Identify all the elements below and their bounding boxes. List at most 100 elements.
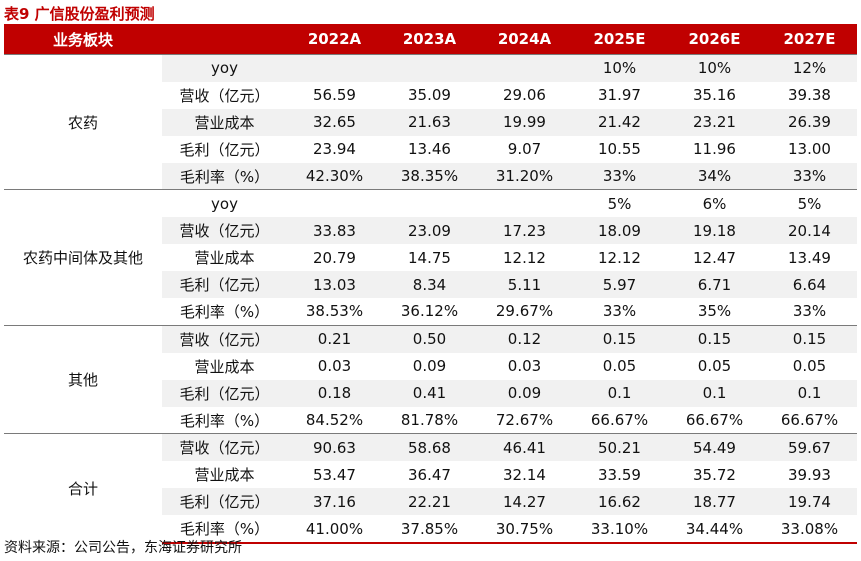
table-row: 营业成本 20.79 14.75 12.12 12.12 12.47 13.49 (4, 244, 857, 271)
table-row: 营收（亿元） 56.59 35.09 29.06 31.97 35.16 39.38 (4, 82, 857, 109)
value-cell: 33.59 (598, 465, 641, 484)
value-cell: 19.18 (667, 217, 762, 245)
value-cell: 0.18 (287, 379, 382, 407)
row-item-label: 营收（亿元） (179, 86, 270, 105)
table-row: 农药中间体及其他 yoy 5% 6% 5% (4, 189, 857, 326)
value-cell: 37.16 (287, 488, 382, 516)
table-row: 营收（亿元） 33.83 23.09 17.23 18.09 19.18 20.14 (4, 217, 857, 245)
value-cell: 66.67% (780, 411, 839, 430)
header-row: 业务板块 2022A 2023A 2024A 2025E 2026E 2027E (4, 24, 857, 55)
value-cell: 23.09 (382, 217, 477, 245)
value-cell: 0.03 (507, 357, 542, 376)
value-cell: 0.1 (762, 379, 857, 407)
row-item-label: 毛利率（%） (162, 162, 287, 190)
value-cell: 39.38 (788, 86, 831, 105)
value-cell: 13.46 (408, 140, 451, 159)
value-cell: 31.97 (598, 86, 641, 105)
table-row: 毛利率（%） 41.00% 37.85% 30.75% 33.10% 34.44% 33.0… (4, 515, 857, 545)
value-cell: 30.75% (477, 515, 572, 545)
value-cell: 10% (572, 53, 667, 82)
row-item-label: 毛利（亿元） (162, 488, 287, 516)
table-body: 农药 yoy 10% 10% 12% 营收（亿元） 56.59 35.09 29.06 31.97… (4, 53, 857, 545)
value-cell: 19.99 (477, 108, 572, 136)
value-cell: 20.79 (313, 248, 356, 267)
value-cell: 12.12 (503, 248, 546, 267)
value-cell: 34.44% (667, 515, 762, 545)
value-cell: 33.08% (762, 515, 857, 545)
table-row: 农药 yoy 10% 10% 12% (4, 53, 857, 190)
value-cell: 90.63 (287, 433, 382, 462)
value-cell: 13.49 (788, 248, 831, 267)
value-cell: 38.53% (305, 302, 364, 321)
value-cell: 6% (667, 189, 762, 218)
row-item-label: 毛利（亿元） (179, 140, 270, 159)
value-cell: 33% (792, 302, 827, 321)
row-item-label: 毛利率（%） (162, 515, 287, 545)
value-cell: 72.67% (495, 411, 554, 430)
row-item-label: 营收（亿元） (162, 217, 287, 245)
row-item-label: 毛利率（%） (179, 302, 270, 321)
value-cell: 36.47 (408, 465, 451, 484)
value-cell: 0.21 (287, 324, 382, 353)
value-cell: 11.96 (693, 140, 736, 159)
header-year: 2023A (382, 24, 477, 55)
segment-name: 其他 (4, 324, 162, 434)
table-row: 其他 营收（亿元） 0.21 0.50 0.12 0.15 0.15 0.15 (4, 324, 857, 434)
header-item (162, 24, 287, 55)
value-cell: 53.47 (313, 465, 356, 484)
value-cell: 58.68 (382, 433, 477, 462)
row-item-label: 营业成本 (194, 249, 255, 268)
value-cell: 13.03 (287, 271, 382, 299)
value-cell (477, 189, 572, 218)
value-cell: 33.83 (287, 217, 382, 245)
value-cell: 0.50 (382, 324, 477, 353)
value-cell: 9.07 (507, 140, 542, 159)
header-segment: 业务板块 (4, 24, 162, 55)
row-item-label: 营业成本 (194, 466, 255, 485)
value-cell: 29.67% (495, 302, 554, 321)
value-cell: 5% (762, 189, 857, 218)
value-cell: 84.52% (305, 411, 364, 430)
header-year: 2026E (667, 24, 762, 55)
value-cell: 12.47 (693, 248, 736, 267)
value-cell: 8.34 (382, 271, 477, 299)
value-cell: 6.71 (667, 271, 762, 299)
value-cell: 0.05 (792, 357, 827, 376)
value-cell: 5.97 (572, 271, 667, 299)
value-cell: 41.00% (287, 515, 382, 545)
value-cell: 22.21 (382, 488, 477, 516)
value-cell: 5% (572, 189, 667, 218)
value-cell: 36.12% (400, 302, 459, 321)
value-cell: 33% (602, 302, 637, 321)
value-cell: 16.62 (572, 488, 667, 516)
value-cell: 33% (572, 162, 667, 190)
value-cell: 10.55 (598, 140, 641, 159)
row-item-label: yoy (162, 53, 287, 82)
row-item-label: 毛利（亿元） (162, 271, 287, 299)
value-cell: 10% (667, 53, 762, 82)
table-row: 毛利（亿元） 13.03 8.34 5.11 5.97 6.71 6.64 (4, 271, 857, 299)
table-row: 毛利（亿元） 23.94 13.46 9.07 10.55 11.96 13.00 (4, 136, 857, 163)
value-cell: 12% (762, 53, 857, 82)
table-title: 表9 广信股份盈利预测 (4, 5, 155, 23)
value-cell: 17.23 (477, 217, 572, 245)
value-cell (382, 53, 477, 82)
value-cell: 23.21 (667, 108, 762, 136)
row-item-label: 毛利率（%） (179, 411, 270, 430)
value-cell: 26.39 (762, 108, 857, 136)
value-cell: 42.30% (287, 162, 382, 190)
table-row: 毛利率（%） 38.53% 36.12% 29.67% 33% 35% 33% (4, 298, 857, 325)
value-cell: 33% (762, 162, 857, 190)
value-cell: 12.12 (598, 248, 641, 267)
table-row: 毛利（亿元） 0.18 0.41 0.09 0.1 0.1 0.1 (4, 379, 857, 407)
value-cell: 0.1 (572, 379, 667, 407)
value-cell: 21.63 (382, 108, 477, 136)
header-year: 2024A (477, 24, 572, 55)
profit-forecast-table: 业务板块 2022A 2023A 2024A 2025E 2026E 2027E… (4, 24, 857, 545)
value-cell: 66.67% (590, 411, 649, 430)
value-cell: 19.74 (762, 488, 857, 516)
row-item-label: 营业成本 (194, 357, 255, 376)
header-year: 2025E (572, 24, 667, 55)
value-cell: 35% (697, 302, 732, 321)
value-cell: 13.00 (788, 140, 831, 159)
